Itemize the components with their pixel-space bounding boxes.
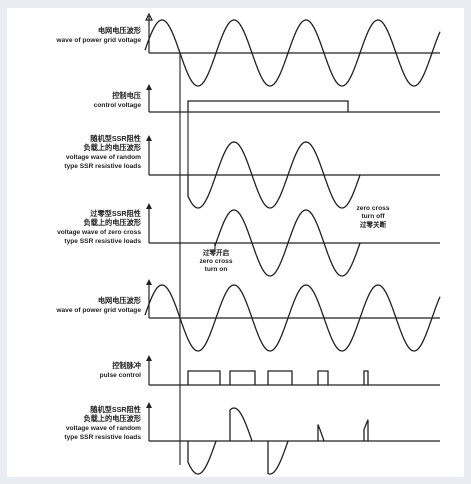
zero-on-en1: zero cross — [200, 258, 233, 265]
zero-on-en2: turn on — [205, 266, 228, 273]
grid1-label-zh: 电网电压波形 — [98, 26, 142, 35]
ssr-waveform-diagram: 电网电压波形 wave of power grid voltage 控制电压 c… — [55, 12, 441, 475]
rand-load-wave — [187, 141, 361, 209]
rand2-label-en2: type SSR resistive loads — [64, 434, 141, 441]
zero-load-wave — [214, 209, 361, 277]
grid1-label-en: wave of power grid voltage — [55, 37, 141, 44]
grid2-label-zh: 电网电压波形 — [98, 296, 142, 305]
zero-label-en: voltage wave of zero cross — [57, 229, 141, 236]
zero-axis-arrow — [146, 203, 152, 209]
pulse-label-en: pulse control — [100, 372, 142, 379]
zero-label-zh: 过零型SSR阻性 — [90, 209, 141, 218]
zero-off-zh: 过零关断 — [360, 220, 387, 229]
rand2-label-zh: 随机型SSR阻性 — [90, 405, 141, 414]
rand2-label-zh2: 负载上的电压波形 — [83, 414, 141, 423]
panel-zero-cross-ssr: 过零型SSR阻性 负载上的电压波形 voltage wave of zero c… — [57, 203, 440, 277]
panel-pulse-control: 控制脉冲 pulse control — [100, 355, 440, 386]
grid1-sine-wave — [144, 19, 441, 87]
ctrl-label-zh: 控制电压 — [112, 91, 142, 100]
pulse-train — [187, 370, 369, 385]
grid2-label-en: wave of power grid voltage — [55, 307, 141, 314]
panel-grid-voltage-1: 电网电压波形 wave of power grid voltage — [55, 12, 441, 87]
grid2-sine-wave — [144, 284, 441, 352]
pulse-axis-arrow — [146, 355, 152, 361]
rand2-load-wave — [187, 407, 369, 475]
grid1-axis-arrow — [145, 12, 153, 21]
rand-label-en2: type SSR resistive loads — [64, 163, 141, 170]
rand2-label-en: voltage wave of random — [66, 425, 141, 432]
pulse-label-zh: 控制脉冲 — [112, 361, 141, 370]
rand-label-zh: 随机型SSR阻性 — [90, 134, 141, 143]
panel-random-ssr-2: 随机型SSR阻性 负载上的电压波形 voltage wave of random… — [64, 402, 440, 475]
ctrl-label-en: control voltage — [94, 102, 142, 109]
rand-label-en: voltage wave of random — [66, 154, 141, 161]
panel-control-voltage: 控制电压 control voltage — [94, 84, 440, 113]
diagram-frame: 电网电压波形 wave of power grid voltage 控制电压 c… — [7, 8, 464, 477]
zero-off-en2: turn off — [361, 213, 385, 220]
rand-axis-arrow — [146, 135, 152, 141]
zero-on-zh: 过零开启 — [203, 248, 229, 257]
panel-grid-voltage-2: 电网电压波形 wave of power grid voltage — [55, 279, 441, 352]
ctrl-pulse — [187, 100, 349, 112]
zero-off-en1: zero cross — [357, 205, 390, 212]
zero-label-zh2: 负载上的电压波形 — [83, 218, 141, 227]
ctrl-axis-arrow — [146, 84, 152, 90]
rand-label-zh2: 负载上的电压波形 — [83, 143, 141, 152]
grid2-axis-arrow — [146, 279, 152, 285]
zero-label-en2: type SSR resistive loads — [64, 238, 141, 245]
rand2-axis-arrow — [146, 402, 152, 408]
panel-random-ssr-1: 随机型SSR阻性 负载上的电压波形 voltage wave of random… — [64, 134, 440, 209]
